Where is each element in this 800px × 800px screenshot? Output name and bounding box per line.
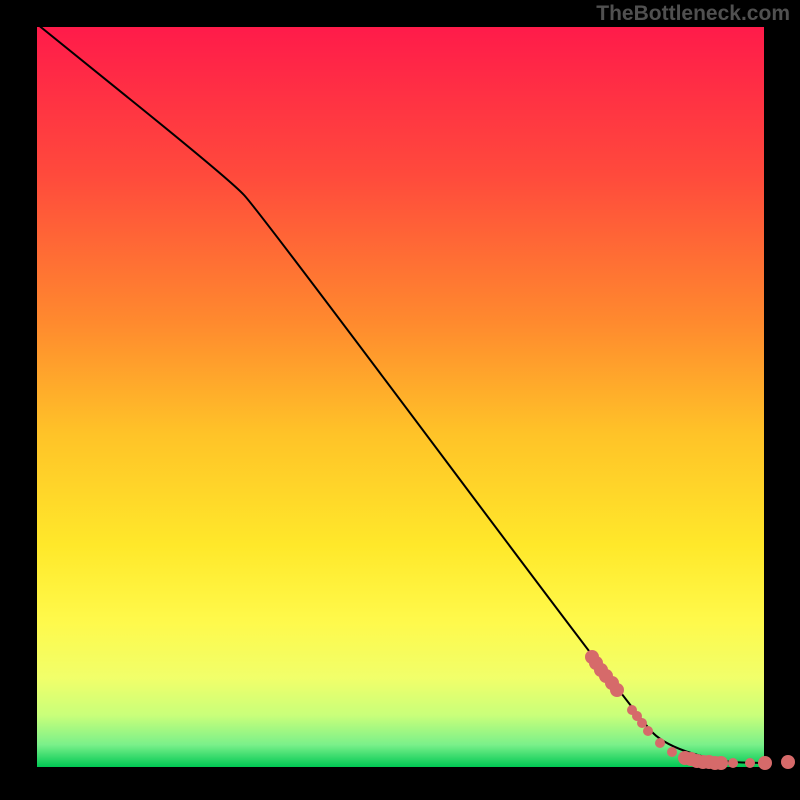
data-point bbox=[728, 758, 738, 768]
data-point bbox=[758, 756, 772, 770]
data-point bbox=[637, 718, 647, 728]
data-point bbox=[667, 747, 677, 757]
data-point bbox=[781, 755, 795, 769]
attribution-text: TheBottleneck.com bbox=[596, 2, 790, 26]
bottleneck-curve bbox=[37, 24, 764, 763]
chart-overlay bbox=[0, 0, 800, 800]
data-point bbox=[643, 726, 653, 736]
data-point bbox=[714, 756, 728, 770]
data-point bbox=[745, 758, 755, 768]
data-point bbox=[610, 683, 624, 697]
data-point bbox=[655, 738, 665, 748]
